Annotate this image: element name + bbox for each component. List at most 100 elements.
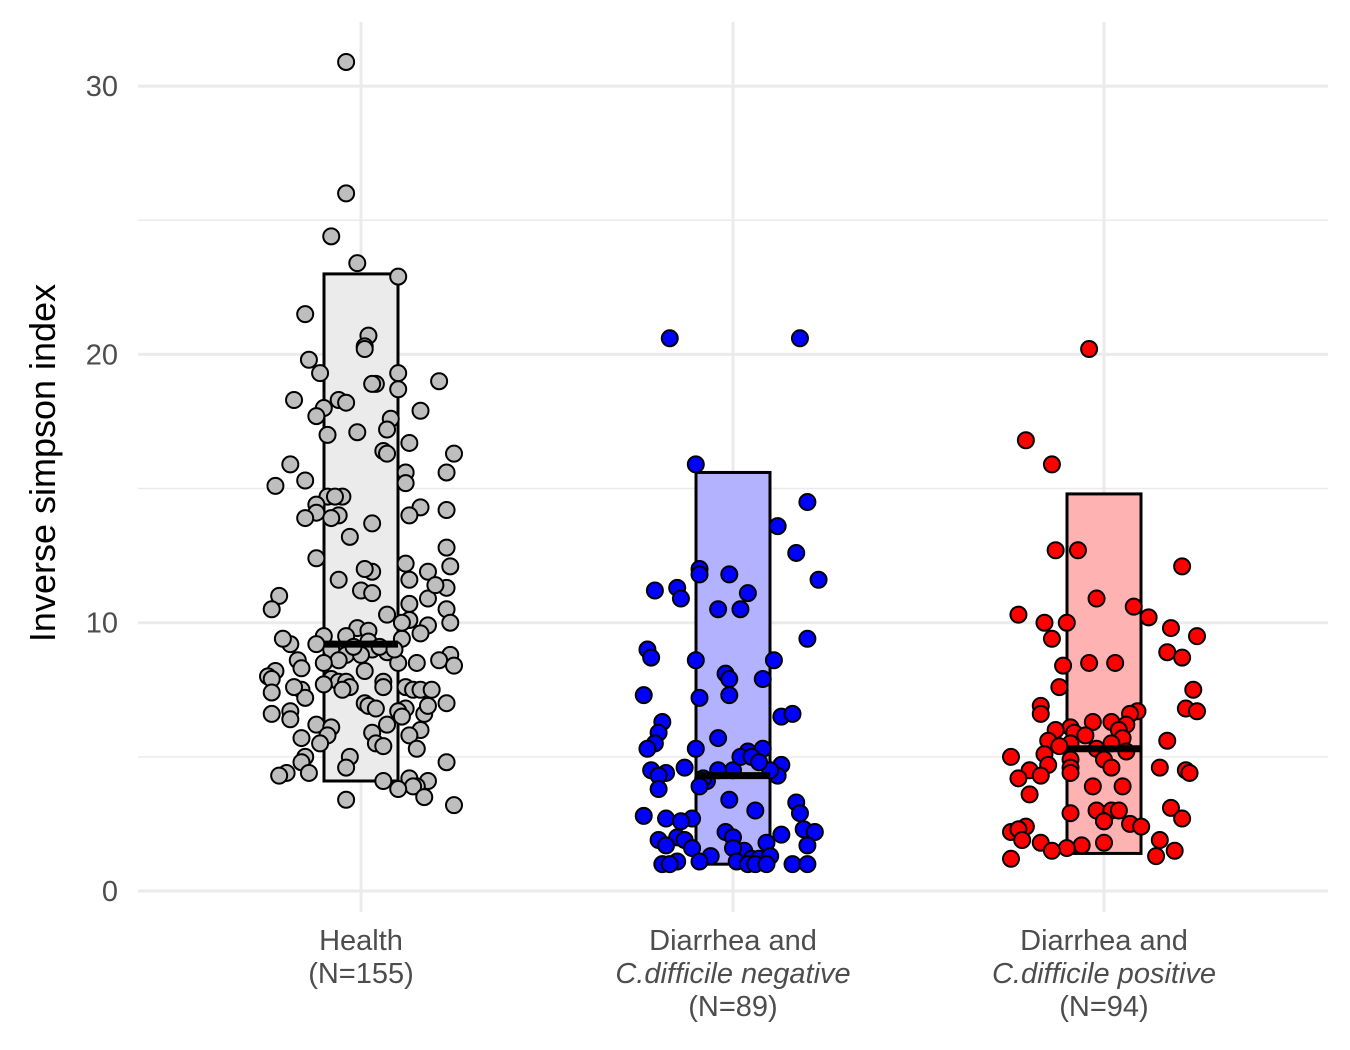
- data-point: [437, 463, 456, 482]
- data-point: [1083, 777, 1102, 796]
- data-point: [325, 487, 344, 506]
- data-point: [262, 704, 281, 723]
- data-point: [1035, 613, 1054, 632]
- data-point: [366, 699, 385, 718]
- data-point: [1013, 831, 1032, 850]
- data-point: [798, 855, 817, 874]
- data-point: [1158, 731, 1177, 750]
- data-point: [690, 852, 709, 871]
- data-point: [690, 777, 709, 796]
- data-point: [1124, 597, 1143, 616]
- data-point: [392, 707, 411, 726]
- data-point: [731, 600, 750, 619]
- data-point: [1050, 737, 1069, 756]
- data-point: [392, 613, 411, 632]
- data-point: [378, 605, 397, 624]
- data-point: [1002, 849, 1020, 868]
- y-tick-label: 20: [86, 339, 118, 371]
- data-point: [657, 809, 676, 828]
- data-point: [299, 350, 318, 369]
- data-point: [355, 340, 374, 359]
- data-point: [1188, 627, 1206, 646]
- data-point: [720, 790, 739, 809]
- data-point: [686, 651, 705, 670]
- data-point: [764, 651, 783, 670]
- data-point: [378, 444, 397, 463]
- data-point: [1132, 817, 1151, 836]
- data-point: [1150, 758, 1169, 777]
- data-point: [634, 806, 653, 825]
- x-category-label: Health: [319, 925, 403, 957]
- data-point: [686, 455, 705, 474]
- data-point: [1173, 648, 1192, 667]
- data-point: [314, 653, 333, 672]
- data-point: [400, 726, 419, 745]
- data-point: [1095, 833, 1113, 852]
- data-point: [798, 492, 817, 511]
- data-point: [1076, 726, 1095, 745]
- data-point: [772, 825, 791, 844]
- y-tick-label: 30: [86, 71, 118, 103]
- data-point: [1106, 653, 1125, 672]
- data-point: [333, 680, 352, 699]
- data-point: [657, 836, 676, 855]
- data-point: [720, 565, 739, 584]
- data-point: [437, 501, 456, 520]
- data-point: [418, 589, 437, 608]
- data-point: [378, 420, 397, 439]
- data-point: [337, 52, 356, 71]
- data-point: [1057, 613, 1076, 632]
- data-point: [296, 471, 315, 490]
- data-point: [363, 514, 382, 533]
- data-point: [1139, 608, 1158, 627]
- data-point: [396, 474, 415, 493]
- y-tick-label: 10: [86, 608, 118, 640]
- data-point: [441, 613, 460, 632]
- data-point: [1068, 541, 1087, 560]
- data-point: [418, 562, 437, 581]
- data-point: [1173, 557, 1192, 576]
- data-point: [374, 737, 393, 756]
- boxes: [322, 272, 1143, 866]
- y-axis-label: Inverse simpson index: [22, 284, 63, 642]
- data-point: [281, 710, 300, 729]
- data-point: [690, 565, 709, 584]
- data-point: [270, 766, 289, 785]
- data-point: [285, 678, 304, 697]
- data-point: [329, 651, 348, 670]
- data-point: [389, 364, 408, 383]
- data-point: [1002, 747, 1020, 766]
- data-point: [400, 594, 419, 613]
- data-point: [322, 227, 341, 246]
- data-point: [311, 734, 330, 753]
- data-point: [348, 423, 367, 442]
- data-point: [340, 527, 359, 546]
- data-point: [445, 444, 463, 463]
- x-category-label: (N=89): [688, 991, 777, 1023]
- data-point: [1080, 340, 1099, 359]
- data-point: [363, 584, 382, 603]
- data-point: [418, 696, 437, 715]
- data-point: [1061, 763, 1080, 782]
- data-point: [422, 680, 441, 699]
- data-point: [296, 509, 315, 528]
- data-point: [790, 329, 809, 348]
- data-point: [1102, 758, 1121, 777]
- data-point: [805, 822, 824, 841]
- data-point: [690, 688, 709, 707]
- data-point: [1042, 629, 1061, 648]
- data-point: [798, 629, 817, 648]
- data-point: [337, 393, 356, 412]
- data-point: [299, 763, 318, 782]
- data-point: [753, 670, 772, 689]
- data-point: [645, 581, 664, 600]
- data-point: [426, 576, 445, 595]
- data-point: [337, 758, 356, 777]
- x-category-label: (N=155): [308, 958, 414, 990]
- data-point: [389, 380, 408, 399]
- x-category-label: Diarrhea and: [1020, 925, 1188, 957]
- data-point: [649, 780, 668, 799]
- data-point: [675, 758, 694, 777]
- x-category-label: C.difficile negative: [615, 958, 850, 990]
